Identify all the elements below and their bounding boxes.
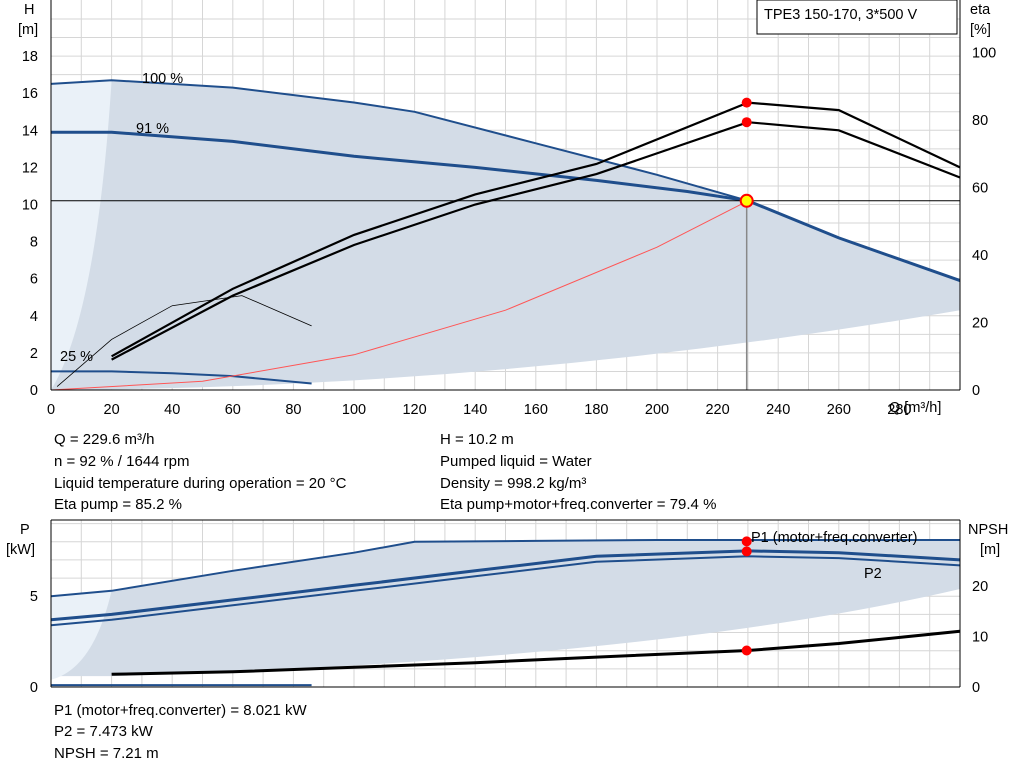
curve-25-percent: [51, 370, 312, 385]
curve-eta-pump: [111, 101, 961, 358]
param-pumped-liquid: Pumped liquid = Water: [440, 453, 592, 470]
title-box: [756, 0, 958, 35]
chart-title: TPE3 150-170, 3*500 V: [764, 7, 917, 23]
curve-p2: [50, 549, 961, 622]
y-tick-label-left: 10: [22, 198, 38, 214]
y-tick-label-right: 0: [972, 383, 980, 399]
y-axis-label-eta: eta: [970, 2, 991, 18]
x-tick-label: 100: [342, 402, 366, 418]
param-p2: P2 = 7.473 kW: [54, 723, 153, 740]
power-low-flow-region: [51, 590, 112, 680]
curve-eta-25: [56, 295, 312, 387]
curve-eta-total: [111, 121, 961, 361]
param-h: H = 10.2 m: [440, 431, 514, 448]
x-tick-label: 20: [104, 402, 120, 418]
y-tick-label-npsh: 20: [972, 579, 988, 595]
x-tick-label: 60: [225, 402, 241, 418]
duty-marker-p2: [741, 546, 752, 557]
x-tick-label: 140: [463, 402, 487, 418]
duty-marker-head: [739, 193, 754, 208]
y-tick-label-left: 14: [22, 123, 38, 139]
x-tick-label: 40: [164, 402, 180, 418]
y-tick-label-right: 100: [972, 46, 996, 62]
curve-p2-secondary: [50, 555, 961, 627]
y-tick-label-left: 6: [30, 272, 38, 288]
operating-area: [51, 80, 960, 390]
x-tick-label: 280: [887, 402, 911, 418]
system-curve: [50, 200, 749, 391]
y-tick-label-npsh: 10: [972, 629, 988, 645]
y-axis-label-p: P: [20, 522, 30, 538]
label-p1: P1 (motor+freq.converter): [751, 530, 917, 546]
label-p2: P2: [864, 566, 882, 582]
low-flow-region: [51, 80, 112, 390]
y-tick-label-right: 60: [972, 181, 988, 197]
y-tick-label-right: 80: [972, 113, 988, 129]
duty-marker-npsh: [741, 645, 752, 656]
x-tick-label: 180: [584, 402, 608, 418]
y-axis-label-h-unit: [m]: [18, 22, 38, 38]
y-tick-label-left: 16: [22, 86, 38, 102]
label-100-percent: 100 %: [142, 71, 183, 87]
x-tick-label: 220: [705, 402, 729, 418]
y-tick-label-left: 8: [30, 235, 38, 251]
x-tick-label: 160: [524, 402, 548, 418]
curve-p1: [50, 539, 960, 598]
y-axis-label-p-unit: [kW]: [6, 542, 35, 558]
param-n: n = 92 % / 1644 rpm: [54, 453, 190, 470]
curve-npsh: [111, 629, 961, 676]
param-npsh: NPSH = 7.21 m: [54, 745, 159, 762]
y-axis-label-npsh-unit: [m]: [980, 542, 1000, 558]
duty-marker-eta-total: [741, 117, 752, 128]
duty-marker-p1: [741, 536, 752, 547]
y-tick-label-npsh: 0: [972, 680, 980, 696]
x-tick-label: 80: [285, 402, 301, 418]
y-tick-label-p: 0: [30, 680, 38, 696]
y-axis-label-eta-unit: [%]: [970, 22, 991, 38]
x-tick-label: 240: [766, 402, 790, 418]
y-axis-label-h: H: [24, 2, 34, 18]
param-q: Q = 229.6 m³/h: [54, 431, 155, 448]
x-tick-label: 200: [645, 402, 669, 418]
x-tick-label: 260: [827, 402, 851, 418]
y-tick-label-p: 5: [30, 589, 38, 605]
y-tick-label-right: 40: [972, 248, 988, 264]
x-tick-label: 0: [47, 402, 55, 418]
y-tick-label-left: 0: [30, 383, 38, 399]
curve-91-percent: [51, 130, 749, 203]
y-tick-label-left: 2: [30, 346, 38, 362]
y-tick-label-right: 20: [972, 316, 988, 332]
label-25-percent: 25 %: [60, 349, 93, 365]
param-p1: P1 (motor+freq.converter) = 8.021 kW: [54, 702, 307, 719]
curve-91-continuation: [747, 199, 961, 282]
power-operating-area: [51, 539, 960, 677]
y-tick-label-left: 18: [22, 49, 38, 65]
label-91-percent: 91 %: [136, 121, 169, 137]
x-tick-label: 120: [402, 402, 426, 418]
duty-marker-eta-pump: [741, 97, 752, 108]
param-density: Density = 998.2 kg/m³: [440, 475, 587, 492]
x-axis-label-q: Q [m³/h]: [889, 400, 941, 416]
param-eta-pump: Eta pump = 85.2 %: [54, 496, 182, 513]
y-tick-label-left: 4: [30, 309, 38, 325]
param-eta-total: Eta pump+motor+freq.converter = 79.4 %: [440, 496, 717, 513]
y-tick-label-left: 12: [22, 160, 38, 176]
param-liquid-temp: Liquid temperature during operation = 20…: [54, 475, 347, 492]
y-axis-label-npsh: NPSH: [968, 522, 1008, 538]
